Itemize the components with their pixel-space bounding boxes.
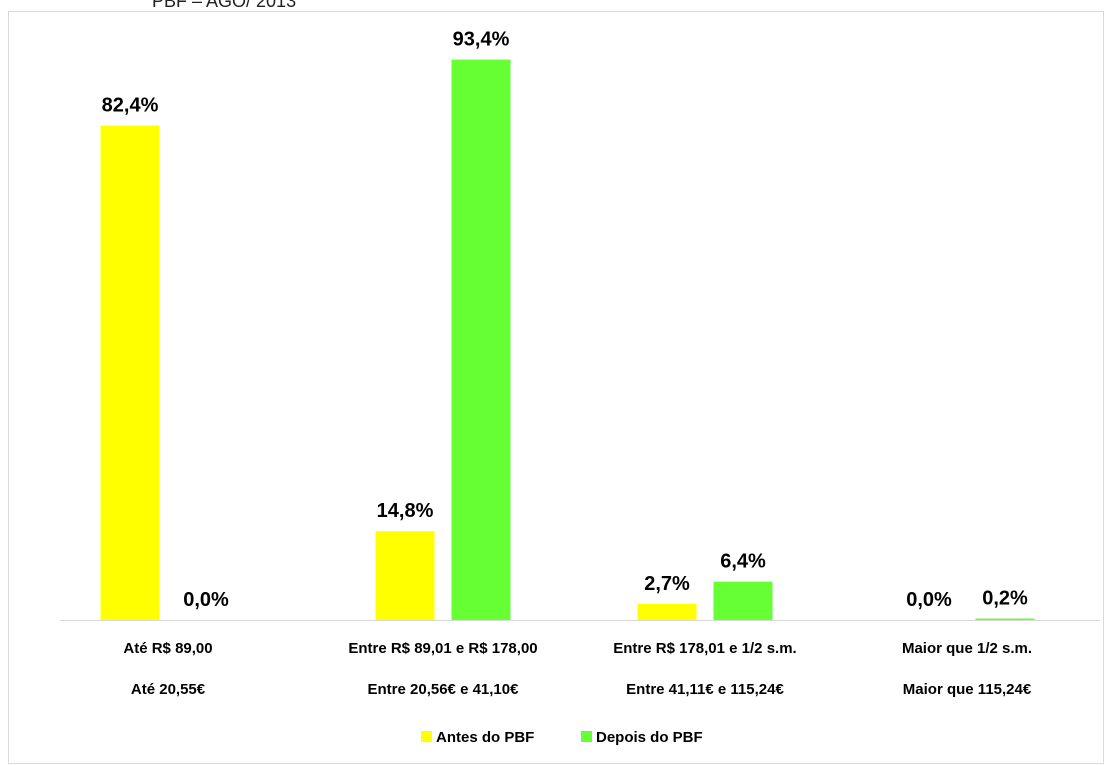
legend-label-antes: Antes do PBF [436, 729, 534, 746]
legend-swatch-depois [581, 731, 592, 742]
category-label-1: Entre R$ 89,01 e R$ 178,00 [348, 640, 537, 657]
bar-depois-1 [451, 59, 511, 621]
bar-depois-2 [713, 581, 773, 620]
category-label-2: Entre R$ 178,01 e 1/2 s.m. [613, 640, 796, 657]
chart-frame [8, 11, 1104, 764]
bar-depois-3 [975, 618, 1035, 620]
data-label-depois-1: 93,4% [453, 29, 510, 51]
data-label-antes-0: 82,4% [102, 95, 159, 117]
data-label-depois-2: 6,4% [720, 551, 766, 573]
bar-antes-1 [375, 531, 435, 620]
category-label-0: Até R$ 89,00 [123, 640, 212, 657]
category-sublabel-2: Entre 41,11€ e 115,24€ [626, 681, 784, 698]
data-label-depois-3: 0,2% [982, 588, 1028, 610]
data-label-antes-1: 14,8% [377, 500, 434, 522]
data-label-depois-0: 0,0% [183, 589, 229, 611]
bar-antes-2 [637, 603, 697, 620]
chart-caption: PBF – AGO/ 2013 [152, 0, 297, 11]
bar-antes-0 [100, 125, 160, 620]
category-sublabel-3: Maior que 115,24€ [903, 681, 1032, 698]
category-label-3: Maior que 1/2 s.m. [902, 640, 1032, 657]
category-sublabel-1: Entre 20,56€ e 41,10€ [368, 681, 520, 698]
data-label-antes-3: 0,0% [906, 589, 952, 611]
data-label-antes-2: 2,7% [644, 573, 690, 595]
category-sublabel-0: Até 20,55€ [131, 681, 206, 698]
legend-label-depois: Depois do PBF [596, 729, 703, 746]
legend-swatch-antes [421, 731, 432, 742]
